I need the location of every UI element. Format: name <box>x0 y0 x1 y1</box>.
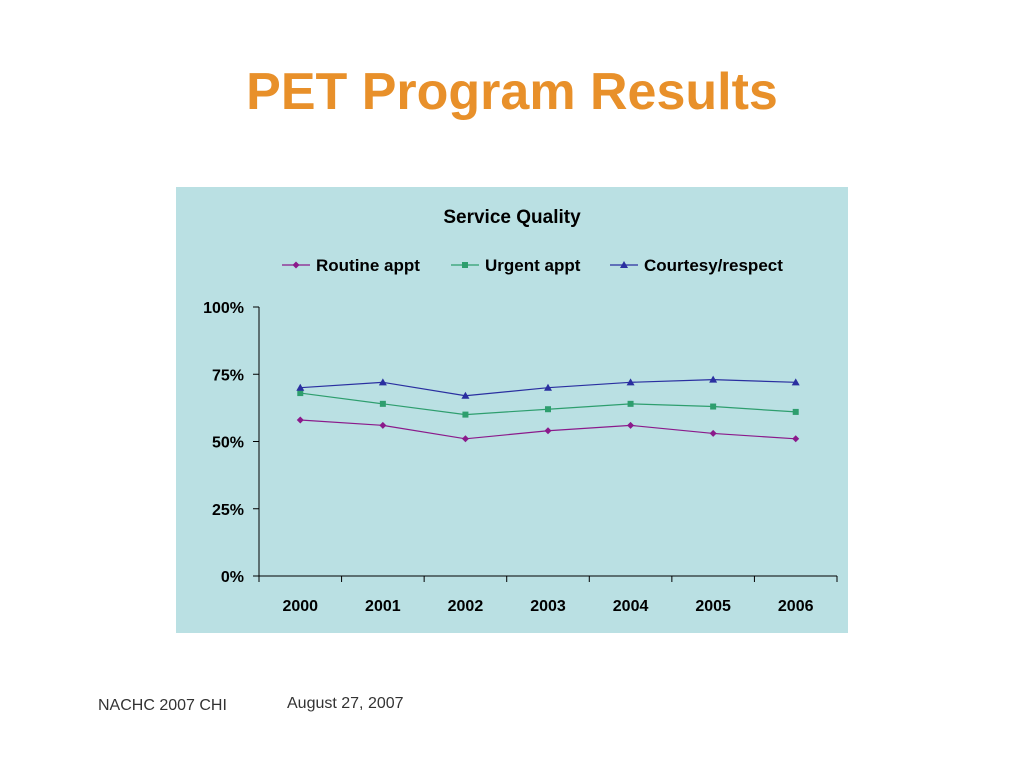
legend-label: Urgent appt <box>485 256 581 275</box>
data-point-urgent-appt <box>792 408 799 415</box>
chart-axes: 0% 25% 50% 75% 100% 2000 2001 2002 2003 2004 2005 2… <box>203 300 838 615</box>
data-point-urgent-appt <box>297 390 304 397</box>
x-tick-label: 2003 <box>530 598 566 615</box>
service-quality-chart: Service Quality Routine appt Urgent appt C… <box>176 187 848 633</box>
data-point-urgent-appt <box>379 400 386 407</box>
y-tick-label: 25% <box>212 502 244 519</box>
slide-title: PET Program Results <box>246 63 778 121</box>
data-point-routine-appt <box>379 421 387 429</box>
data-point-courtesy-respect <box>791 378 800 386</box>
chart-title: Service Quality <box>443 207 581 228</box>
data-point-routine-appt <box>461 435 469 443</box>
data-point-courtesy-respect <box>378 378 387 386</box>
data-point-routine-appt <box>296 416 304 424</box>
legend-label: Routine appt <box>316 256 420 275</box>
data-point-urgent-appt <box>627 400 634 407</box>
chart-series <box>296 375 800 443</box>
chart-background <box>176 187 848 633</box>
footer-date: August 27, 2007 <box>287 695 404 712</box>
y-tick-label: 75% <box>212 367 244 384</box>
x-tick-label: 2001 <box>365 598 401 615</box>
legend-label: Courtesy/respect <box>644 256 783 275</box>
y-tick-label: 50% <box>212 435 244 452</box>
data-point-courtesy-respect <box>544 383 552 391</box>
data-point-routine-appt <box>709 429 717 437</box>
data-point-routine-appt <box>544 427 552 435</box>
data-point-courtesy-respect <box>461 391 470 399</box>
footer-organization: NACHC 2007 CHI <box>98 697 227 714</box>
legend-marker <box>620 261 628 268</box>
data-point-urgent-appt <box>710 403 717 410</box>
data-point-routine-appt <box>627 421 635 429</box>
data-point-courtesy-respect <box>709 375 718 383</box>
x-tick-label: 2002 <box>448 598 484 615</box>
x-tick-label: 2005 <box>695 598 731 615</box>
data-point-urgent-appt <box>462 411 469 418</box>
x-tick-label: 2006 <box>778 598 814 615</box>
y-tick-label: 0% <box>221 569 244 586</box>
chart-svg: Service Quality Routine appt Urgent appt C… <box>176 187 848 633</box>
data-point-courtesy-respect <box>296 383 305 391</box>
chart-legend: Routine appt Urgent appt Courtesy/respect <box>282 256 783 275</box>
x-tick-label: 2004 <box>613 598 649 615</box>
legend-marker <box>292 261 300 269</box>
x-tick-label: 2000 <box>282 598 318 615</box>
y-tick-label: 100% <box>203 300 244 317</box>
data-point-urgent-appt <box>545 406 551 413</box>
legend-marker <box>462 262 468 268</box>
data-point-routine-appt <box>792 435 800 443</box>
data-point-courtesy-respect <box>626 378 635 386</box>
